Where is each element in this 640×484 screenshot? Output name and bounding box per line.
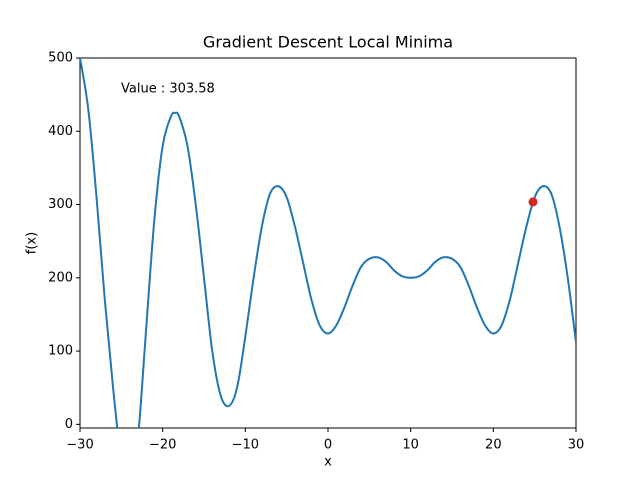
x-tick-label: −10 [232, 438, 259, 453]
y-tick-label: 0 [65, 417, 73, 432]
x-tick-label: 30 [568, 438, 585, 453]
x-tick-label: −30 [66, 438, 93, 453]
data-line [80, 58, 576, 428]
y-tick-label: 300 [48, 197, 73, 212]
x-axis-label: x [324, 455, 332, 470]
y-axis-label: f(x) [25, 232, 40, 254]
y-tick-label: 400 [48, 124, 73, 139]
x-tick-label: 20 [485, 438, 502, 453]
annotation: Value : 303.58 [121, 82, 215, 97]
y-tick-label: 200 [48, 270, 73, 285]
chart-title: Gradient Descent Local Minima [203, 33, 453, 52]
x-tick-label: 10 [402, 438, 419, 453]
x-tick-label: −20 [149, 438, 176, 453]
x-tick-label: 0 [324, 438, 332, 453]
y-tick-label: 100 [48, 344, 73, 359]
y-tick-label: 500 [48, 51, 73, 66]
current-point [528, 197, 538, 207]
